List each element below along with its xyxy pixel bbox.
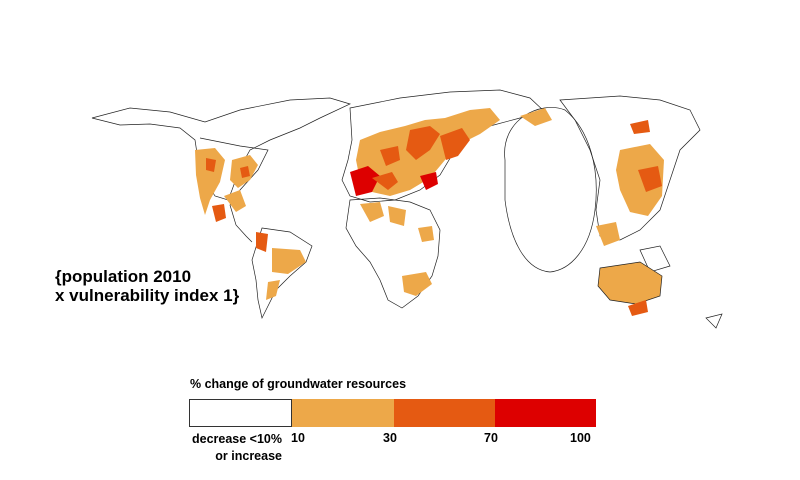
oceania-region (597, 261, 723, 329)
legend-swatch-70-100 (494, 399, 596, 427)
africa-region (345, 197, 441, 309)
legend-label-decrease-line1: decrease <10% (191, 432, 282, 446)
map-caption: {population 2010 x vulnerability index 1… (55, 267, 239, 305)
legend-labels: decrease <10% or increase 10 30 70 100 (0, 431, 800, 471)
eurasia-africa-region (341, 89, 546, 203)
north-america-fill (195, 148, 258, 222)
legend-label-10: 10 (291, 431, 305, 445)
legend-label-70: 70 (484, 431, 498, 445)
caption-line-1: {population 2010 (55, 267, 192, 286)
caption-line-2: x vulnerability index 1} (55, 286, 240, 305)
legend-swatch-10-30 (292, 399, 394, 427)
legend-label-decrease: decrease <10% or increase (150, 431, 282, 465)
east-asia-region (559, 95, 701, 273)
legend-title: % change of groundwater resources (190, 377, 407, 391)
legend-label-100: 100 (570, 431, 591, 445)
legend-label-30: 30 (383, 431, 397, 445)
south-america-region (251, 227, 313, 320)
south-asia-region (504, 107, 597, 273)
legend-swatch-30-70 (393, 399, 495, 427)
legend-label-decrease-line2: or increase (215, 449, 282, 463)
legend-color-bar (189, 399, 596, 427)
legend-swatch-decrease (189, 399, 293, 427)
